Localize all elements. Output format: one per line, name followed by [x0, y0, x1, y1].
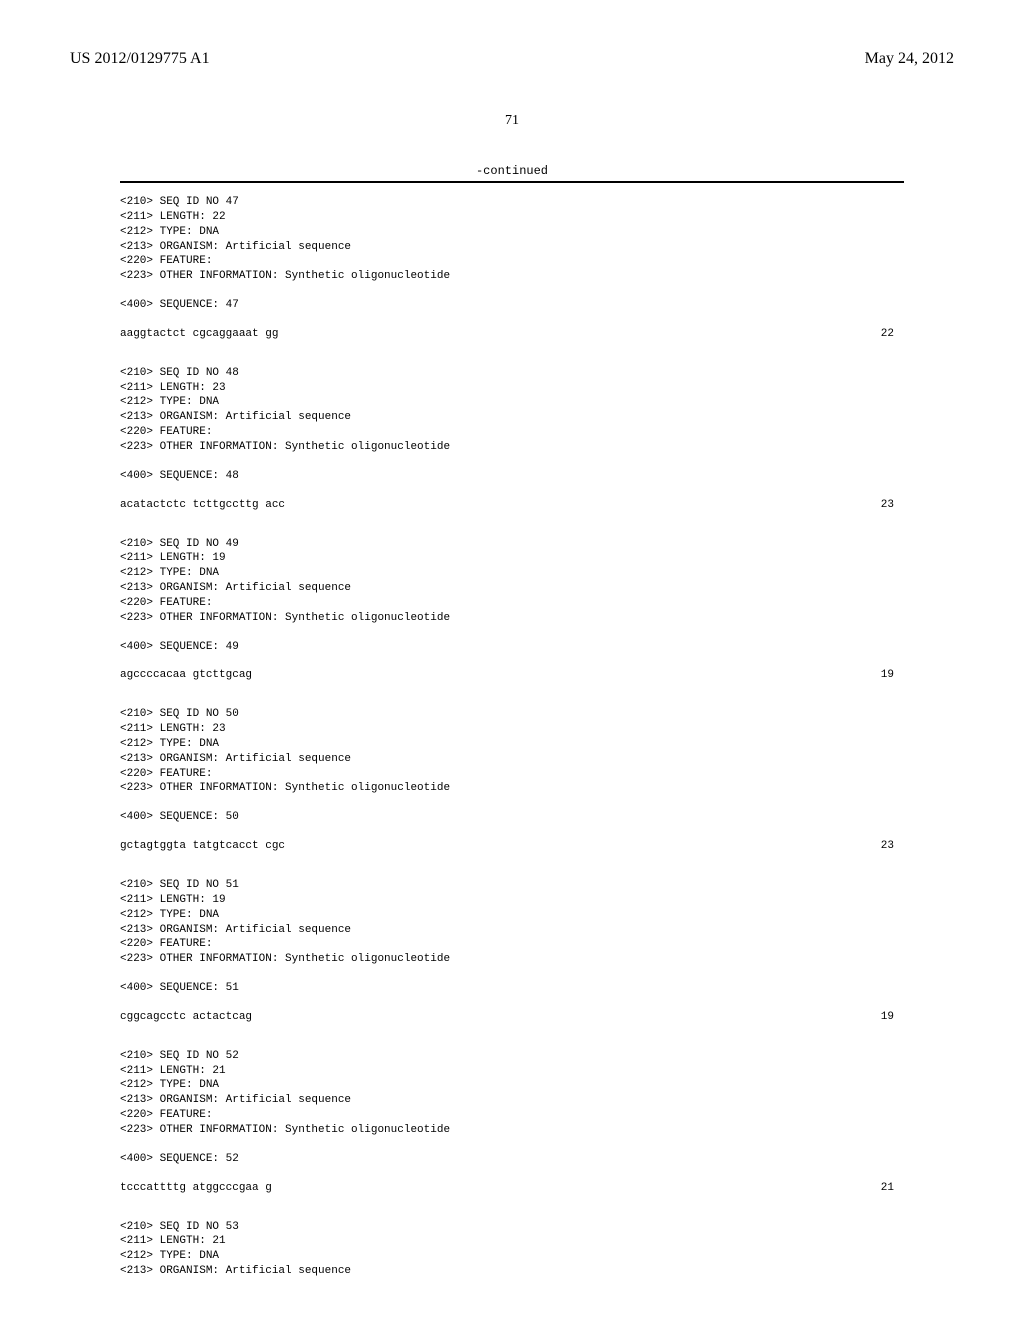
seq-meta: <220> FEATURE:	[120, 767, 904, 782]
seq-meta: <212> TYPE: DNA	[120, 737, 904, 752]
seq-meta: <210> SEQ ID NO 48	[120, 366, 904, 381]
seq-meta: <220> FEATURE:	[120, 254, 904, 269]
seq-meta: <210> SEQ ID NO 49	[120, 537, 904, 552]
sequence-block: <210> SEQ ID NO 51 <211> LENGTH: 19 <212…	[120, 878, 904, 1025]
sequence-block: <210> SEQ ID NO 49 <211> LENGTH: 19 <212…	[120, 537, 904, 684]
seq-data: acatactctc tcttgccttg acc	[120, 498, 285, 513]
sequence-block: <210> SEQ ID NO 53 <211> LENGTH: 21 <212…	[120, 1220, 904, 1279]
seq-header: <400> SEQUENCE: 48	[120, 469, 904, 484]
seq-meta: <223> OTHER INFORMATION: Synthetic oligo…	[120, 781, 904, 796]
seq-meta: <211> LENGTH: 21	[120, 1064, 904, 1079]
seq-data: aaggtactct cgcaggaaat gg	[120, 327, 278, 342]
seq-meta: <220> FEATURE:	[120, 1108, 904, 1123]
seq-meta: <223> OTHER INFORMATION: Synthetic oligo…	[120, 269, 904, 284]
seq-length: 21	[881, 1181, 904, 1196]
seq-meta: <210> SEQ ID NO 50	[120, 707, 904, 722]
publication-number: US 2012/0129775 A1	[70, 50, 210, 68]
seq-length: 19	[881, 668, 904, 683]
seq-data: agccccacaa gtcttgcag	[120, 668, 252, 683]
seq-meta: <212> TYPE: DNA	[120, 395, 904, 410]
seq-meta: <223> OTHER INFORMATION: Synthetic oligo…	[120, 952, 904, 967]
seq-data-row: tcccattttg atggcccgaa g 21	[120, 1181, 904, 1196]
seq-data: cggcagcctc actactcag	[120, 1010, 252, 1025]
seq-data-row: gctagtggta tatgtcacct cgc 23	[120, 839, 904, 854]
seq-meta: <211> LENGTH: 22	[120, 210, 904, 225]
seq-length: 23	[881, 839, 904, 854]
seq-meta: <211> LENGTH: 19	[120, 551, 904, 566]
seq-meta: <223> OTHER INFORMATION: Synthetic oligo…	[120, 1123, 904, 1138]
seq-data-row: acatactctc tcttgccttg acc 23	[120, 498, 904, 513]
seq-data-row: agccccacaa gtcttgcag 19	[120, 668, 904, 683]
seq-meta: <211> LENGTH: 23	[120, 722, 904, 737]
sequence-block: <210> SEQ ID NO 47 <211> LENGTH: 22 <212…	[120, 195, 904, 342]
seq-data: tcccattttg atggcccgaa g	[120, 1181, 272, 1196]
seq-header: <400> SEQUENCE: 50	[120, 810, 904, 825]
seq-meta: <213> ORGANISM: Artificial sequence	[120, 752, 904, 767]
seq-length: 22	[881, 327, 904, 342]
seq-meta: <211> LENGTH: 19	[120, 893, 904, 908]
seq-meta: <210> SEQ ID NO 53	[120, 1220, 904, 1235]
seq-meta: <211> LENGTH: 21	[120, 1234, 904, 1249]
seq-meta: <223> OTHER INFORMATION: Synthetic oligo…	[120, 440, 904, 455]
sequence-listing-content: <210> SEQ ID NO 47 <211> LENGTH: 22 <212…	[0, 183, 1024, 1279]
seq-meta: <220> FEATURE:	[120, 937, 904, 952]
page-header: US 2012/0129775 A1 May 24, 2012	[0, 0, 1024, 78]
seq-meta: <213> ORGANISM: Artificial sequence	[120, 240, 904, 255]
seq-meta: <211> LENGTH: 23	[120, 381, 904, 396]
seq-meta: <213> ORGANISM: Artificial sequence	[120, 581, 904, 596]
seq-header: <400> SEQUENCE: 51	[120, 981, 904, 996]
seq-meta: <213> ORGANISM: Artificial sequence	[120, 1264, 904, 1279]
seq-meta: <212> TYPE: DNA	[120, 908, 904, 923]
seq-header: <400> SEQUENCE: 49	[120, 640, 904, 655]
seq-meta: <213> ORGANISM: Artificial sequence	[120, 410, 904, 425]
seq-meta: <220> FEATURE:	[120, 596, 904, 611]
seq-meta: <212> TYPE: DNA	[120, 1078, 904, 1093]
seq-meta: <213> ORGANISM: Artificial sequence	[120, 1093, 904, 1108]
seq-meta: <212> TYPE: DNA	[120, 566, 904, 581]
publication-date: May 24, 2012	[865, 50, 954, 68]
seq-meta: <213> ORGANISM: Artificial sequence	[120, 923, 904, 938]
seq-meta: <210> SEQ ID NO 51	[120, 878, 904, 893]
page-number: 71	[0, 113, 1024, 129]
sequence-block: <210> SEQ ID NO 50 <211> LENGTH: 23 <212…	[120, 707, 904, 854]
continued-label: -continued	[0, 164, 1024, 178]
seq-length: 23	[881, 498, 904, 513]
seq-header: <400> SEQUENCE: 47	[120, 298, 904, 313]
seq-data: gctagtggta tatgtcacct cgc	[120, 839, 285, 854]
seq-meta: <212> TYPE: DNA	[120, 1249, 904, 1264]
sequence-block: <210> SEQ ID NO 52 <211> LENGTH: 21 <212…	[120, 1049, 904, 1196]
seq-meta: <223> OTHER INFORMATION: Synthetic oligo…	[120, 611, 904, 626]
seq-meta: <210> SEQ ID NO 47	[120, 195, 904, 210]
seq-header: <400> SEQUENCE: 52	[120, 1152, 904, 1167]
seq-length: 19	[881, 1010, 904, 1025]
sequence-block: <210> SEQ ID NO 48 <211> LENGTH: 23 <212…	[120, 366, 904, 513]
seq-data-row: aaggtactct cgcaggaaat gg 22	[120, 327, 904, 342]
seq-meta: <212> TYPE: DNA	[120, 225, 904, 240]
seq-meta: <220> FEATURE:	[120, 425, 904, 440]
seq-data-row: cggcagcctc actactcag 19	[120, 1010, 904, 1025]
seq-meta: <210> SEQ ID NO 52	[120, 1049, 904, 1064]
